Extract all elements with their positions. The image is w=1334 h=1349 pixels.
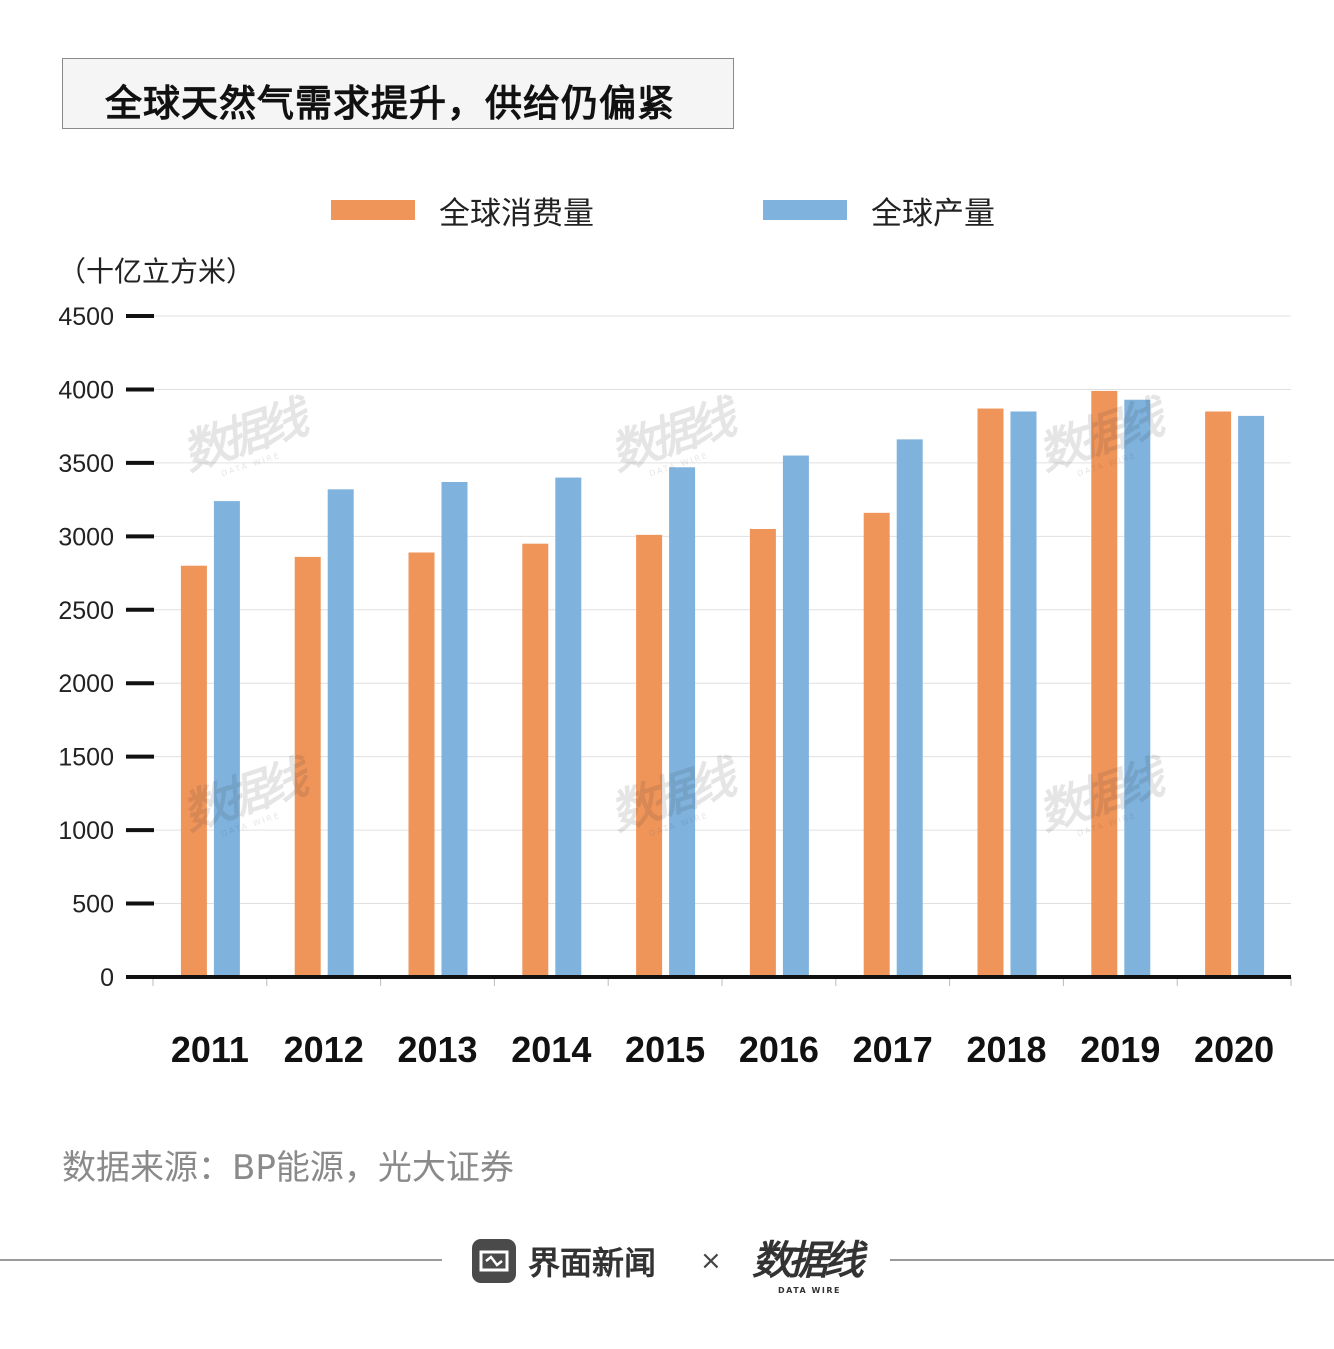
y-tick-label: 2500	[58, 597, 114, 625]
title-box: 全球天然气需求提升，供给仍偏紧	[62, 58, 734, 129]
legend-swatch-production	[763, 200, 847, 220]
bar-production	[327, 489, 354, 977]
bar-consumption	[408, 552, 435, 977]
y-tick-label: 1000	[58, 817, 114, 845]
bar-consumption	[749, 528, 776, 977]
bar-consumption	[977, 408, 1004, 977]
bar-production	[1124, 399, 1151, 977]
x-tick-label: 2020	[1194, 1029, 1274, 1070]
bar-consumption	[522, 543, 549, 977]
footer-divider-left	[0, 1259, 442, 1261]
y-tick-label: 3000	[58, 523, 114, 551]
bar-production	[1010, 411, 1037, 977]
x-tick-label: 2013	[397, 1029, 477, 1070]
bar-consumption	[863, 512, 890, 977]
legend-item-consumption: 全球消费量	[331, 190, 594, 232]
x-tick-label: 2014	[511, 1029, 591, 1070]
y-tick-label: 1500	[58, 744, 114, 772]
x-tick-label: 2011	[171, 1029, 249, 1070]
bar-consumption	[1091, 390, 1118, 977]
x-tick-label: 2016	[739, 1029, 819, 1070]
bar-production	[213, 501, 240, 977]
bar-chart: 0 500 1000 1500 2000 2500 3000 3500 4000 4500 2011…	[58, 303, 1292, 1070]
partner-subtitle: DATA WIRE	[778, 1286, 841, 1295]
legend-item-production: 全球产量	[763, 190, 995, 232]
bar-production	[782, 455, 809, 977]
bar-consumption	[180, 565, 207, 977]
y-tick-label: 0	[100, 964, 114, 992]
brand-name: 界面新闻	[528, 1244, 657, 1282]
bar-production	[555, 477, 582, 977]
x-tick-label: 2019	[1080, 1029, 1160, 1070]
bar-consumption	[1205, 411, 1232, 977]
partner-name: 数据线	[752, 1238, 864, 1284]
footer-divider-right	[890, 1259, 1334, 1261]
bar-production	[441, 481, 468, 977]
bar-production	[669, 467, 696, 977]
jiemian-logo-icon	[472, 1239, 516, 1283]
bar-consumption	[294, 556, 321, 977]
y-tick-label: 500	[72, 891, 114, 919]
bar-consumption	[636, 534, 663, 977]
brand-jiemian: 界面新闻	[472, 1238, 656, 1284]
times-separator: ×	[700, 1246, 722, 1276]
partner-logo: 数据线 DATA WIRE	[752, 1228, 864, 1300]
y-axis-unit-label: （十亿立方米）	[58, 255, 255, 288]
x-tick-label: 2018	[966, 1029, 1046, 1070]
bar-production	[896, 439, 923, 977]
y-tick-label: 3500	[58, 450, 114, 478]
data-source-note: 数据来源：BP能源，光大证券	[62, 1148, 514, 1188]
bar-production	[1238, 415, 1265, 978]
legend-swatch-consumption	[331, 200, 415, 220]
legend-label-consumption: 全球消费量	[439, 195, 594, 232]
y-tick-label: 4500	[58, 303, 114, 331]
x-tick-label: 2012	[284, 1029, 364, 1070]
legend-label-production: 全球产量	[871, 195, 995, 232]
x-tick-label: 2015	[625, 1029, 705, 1070]
y-tick-label: 2000	[58, 670, 114, 698]
x-tick-label: 2017	[853, 1029, 933, 1070]
chart-title: 全球天然气需求提升，供给仍偏紧	[105, 82, 675, 125]
y-tick-label: 4000	[58, 376, 114, 404]
